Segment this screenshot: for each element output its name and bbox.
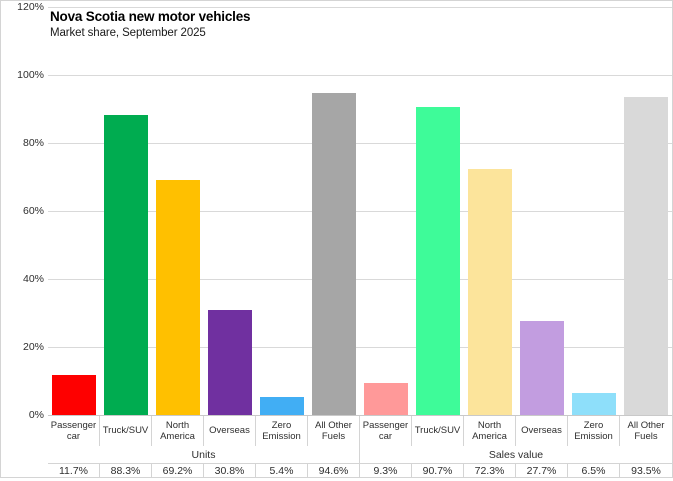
y-axis-tick-label: 100% (17, 69, 44, 81)
bar-units-zero-emission (260, 397, 304, 415)
category-label-units-zero-emission: Zero Emission (256, 416, 308, 446)
bar-units-passenger-car (52, 375, 96, 415)
y-axis-tick-label: 20% (22, 341, 44, 353)
y-axis-tick-label: 120% (17, 1, 44, 13)
bar-units-truck-suv (104, 115, 148, 415)
value-units-truck-suv: 88.3% (100, 464, 152, 477)
bar-units-north-america (156, 180, 200, 415)
value-sales-value-passenger-car: 9.3% (360, 464, 412, 477)
gridline-60pct (48, 211, 672, 212)
category-label-units-all-other-fuels: All Other Fuels (308, 416, 360, 446)
bar-sales-value-all-other-fuels (624, 97, 668, 415)
category-label-sales-value-overseas: Overseas (516, 416, 568, 446)
gridline-80pct (48, 143, 672, 144)
table-divider-line (48, 463, 672, 464)
category-label-sales-value-truck-suv: Truck/SUV (412, 416, 464, 446)
value-units-north-america: 69.2% (152, 464, 204, 477)
category-label-sales-value-passenger-car: Passenger car (360, 416, 412, 446)
gridline-40pct (48, 279, 672, 280)
y-axis-tick-label: 80% (22, 137, 44, 149)
bar-units-overseas (208, 310, 252, 415)
category-label-units-north-america: North America (152, 416, 204, 446)
category-label-units-truck-suv: Truck/SUV (100, 416, 152, 446)
x-axis-line (48, 415, 672, 416)
value-units-passenger-car: 11.7% (48, 464, 100, 477)
value-sales-value-all-other-fuels: 93.5% (631, 464, 661, 477)
bar-units-all-other-fuels (312, 93, 356, 415)
value-units-all-other-fuels: 94.6% (308, 464, 360, 477)
category-label-sales-value-all-other-fuels: All Other Fuels (627, 419, 665, 443)
bar-sales-value-north-america (468, 169, 512, 415)
value-units-zero-emission: 5.4% (256, 464, 308, 477)
gridline-120pct (48, 7, 672, 8)
y-axis-tick-label: 60% (22, 205, 44, 217)
gridline-100pct (48, 75, 672, 76)
y-axis-tick-label: 40% (22, 273, 44, 285)
bar-sales-value-zero-emission (572, 393, 616, 415)
value-units-overseas: 30.8% (204, 464, 256, 477)
value-sales-value-zero-emission: 6.5% (568, 464, 620, 477)
group-label-units: Units (48, 446, 360, 463)
value-sales-value-truck-suv: 90.7% (412, 464, 464, 477)
bar-sales-value-overseas (520, 321, 564, 415)
category-label-sales-value-north-america: North America (464, 416, 516, 446)
group-label-sales-value: Sales value (488, 448, 544, 461)
gridline-20pct (48, 347, 672, 348)
y-axis-tick-label: 0% (28, 409, 44, 421)
value-sales-value-overseas: 27.7% (516, 464, 568, 477)
value-sales-value-north-america: 72.3% (464, 464, 516, 477)
chart-subtitle: Market share, September 2025 (50, 27, 206, 39)
category-label-units-overseas: Overseas (204, 416, 256, 446)
bar-sales-value-truck-suv (416, 107, 460, 415)
chart-title: Nova Scotia new motor vehicles (50, 9, 251, 24)
bar-sales-value-passenger-car (364, 383, 408, 415)
category-label-units-passenger-car: Passenger car (48, 416, 100, 446)
category-label-sales-value-zero-emission: Zero Emission (568, 416, 620, 446)
